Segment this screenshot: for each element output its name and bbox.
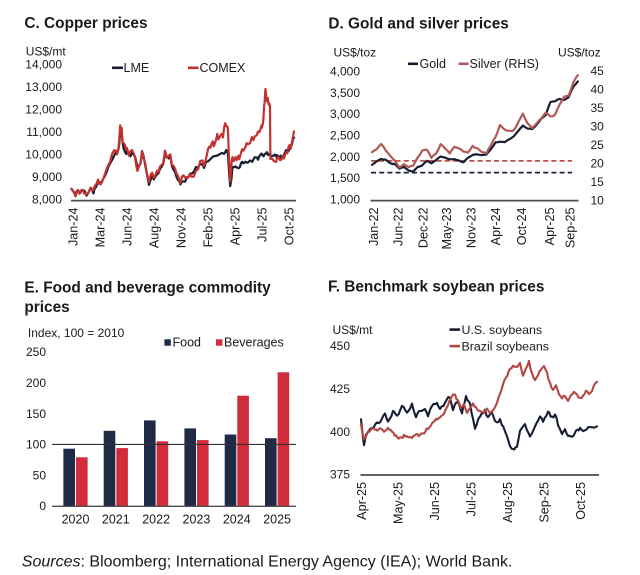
svg-text:100: 100 xyxy=(26,438,46,452)
svg-text:45: 45 xyxy=(591,64,605,78)
svg-text:Oct-25: Oct-25 xyxy=(574,482,588,520)
svg-text:Apr-25: Apr-25 xyxy=(543,208,557,246)
svg-text:11,000: 11,000 xyxy=(26,125,62,139)
svg-text:450: 450 xyxy=(330,339,350,353)
svg-text:Aug-24: Aug-24 xyxy=(148,208,162,249)
svg-text:Jul-25: Jul-25 xyxy=(256,208,270,242)
svg-text:20: 20 xyxy=(591,156,605,170)
svg-text:Oct-25: Oct-25 xyxy=(283,208,297,246)
svg-text:Apr-25: Apr-25 xyxy=(355,482,369,520)
svg-text:Jun-24: Jun-24 xyxy=(121,208,135,247)
svg-text:Nov-23: Nov-23 xyxy=(465,208,479,249)
svg-text:May-25: May-25 xyxy=(392,482,406,524)
svg-text:9,000: 9,000 xyxy=(32,170,62,184)
svg-text:C. Copper prices: C. Copper prices xyxy=(24,15,147,32)
svg-text:Brazil soybeans: Brazil soybeans xyxy=(462,339,549,353)
svg-text:Nov-24: Nov-24 xyxy=(175,208,189,249)
svg-text:12,000: 12,000 xyxy=(25,103,62,117)
svg-text:15: 15 xyxy=(591,175,605,189)
svg-text:Apr-25: Apr-25 xyxy=(229,208,243,246)
svg-text:Jun-25: Jun-25 xyxy=(428,482,442,521)
svg-text:Jul-25: Jul-25 xyxy=(465,482,479,516)
svg-text:150: 150 xyxy=(26,407,46,421)
svg-text:Jan-24: Jan-24 xyxy=(67,208,81,247)
svg-text:1,000: 1,000 xyxy=(330,193,360,207)
svg-text:13,000: 13,000 xyxy=(25,80,62,94)
svg-text:Sep-25: Sep-25 xyxy=(538,482,552,523)
svg-text:250: 250 xyxy=(26,345,46,359)
svg-text:2,000: 2,000 xyxy=(330,150,360,164)
svg-text:Gold: Gold xyxy=(420,57,446,71)
svg-text:375: 375 xyxy=(330,468,350,482)
svg-text:425: 425 xyxy=(330,382,350,396)
svg-text:2020: 2020 xyxy=(62,513,90,527)
svg-text:35: 35 xyxy=(591,101,605,115)
svg-text:F. Benchmark soybean prices: F. Benchmark soybean prices xyxy=(328,279,544,296)
svg-text:Sep-25: Sep-25 xyxy=(564,208,578,249)
svg-text:400: 400 xyxy=(330,425,350,439)
svg-text:Oct-24: Oct-24 xyxy=(515,208,529,246)
svg-text:LME: LME xyxy=(124,61,150,75)
svg-text:2023: 2023 xyxy=(183,513,211,527)
svg-text:2022: 2022 xyxy=(142,513,170,527)
svg-text:2024: 2024 xyxy=(223,513,251,527)
svg-text:30: 30 xyxy=(591,119,605,133)
svg-text:2025: 2025 xyxy=(263,513,291,527)
svg-text:Mar-24: Mar-24 xyxy=(94,208,108,248)
svg-text:Dec-22: Dec-22 xyxy=(417,208,431,249)
svg-text:US$/toz: US$/toz xyxy=(334,46,377,60)
svg-text:Index, 100 = 2010: Index, 100 = 2010 xyxy=(28,326,125,340)
svg-text:200: 200 xyxy=(26,376,46,390)
svg-text:D. Gold and silver prices: D. Gold and silver prices xyxy=(328,15,508,32)
svg-text:25: 25 xyxy=(591,138,605,152)
svg-text:US$/mt: US$/mt xyxy=(26,44,67,58)
svg-text:US$/mt: US$/mt xyxy=(333,323,374,337)
svg-text:Jan-22: Jan-22 xyxy=(367,208,381,247)
svg-text:2021: 2021 xyxy=(102,513,130,527)
svg-text:0: 0 xyxy=(39,499,46,513)
svg-text:Food: Food xyxy=(173,335,202,349)
svg-text:Jun-22: Jun-22 xyxy=(392,208,406,247)
svg-text:E. Food and beverage commodity: E. Food and beverage commodity xyxy=(24,279,271,296)
svg-text:Beverages: Beverages xyxy=(224,335,284,349)
svg-text:Silver (RHS): Silver (RHS) xyxy=(470,57,539,71)
svg-text:10: 10 xyxy=(591,194,605,208)
svg-text:Apr-24: Apr-24 xyxy=(489,208,503,246)
svg-text:May-23: May-23 xyxy=(440,208,454,250)
svg-text:3,500: 3,500 xyxy=(330,86,360,100)
svg-text:4,000: 4,000 xyxy=(330,64,360,78)
svg-text:Feb-25: Feb-25 xyxy=(202,208,216,248)
svg-text:10,000: 10,000 xyxy=(25,148,62,162)
svg-text:3,000: 3,000 xyxy=(330,107,360,121)
svg-text:Aug-25: Aug-25 xyxy=(501,482,515,523)
svg-text:1,500: 1,500 xyxy=(330,171,360,185)
svg-text:14,000: 14,000 xyxy=(25,58,62,72)
svg-text:US$/toz: US$/toz xyxy=(558,46,601,60)
svg-text:40: 40 xyxy=(591,82,605,96)
svg-text:prices: prices xyxy=(24,299,69,316)
svg-text:U.S. soybeans: U.S. soybeans xyxy=(462,323,543,337)
svg-text:Sources: Bloomberg; Internatio: Sources: Bloomberg; International Energy… xyxy=(22,554,513,571)
svg-text:COMEX: COMEX xyxy=(200,61,247,75)
svg-text:2,500: 2,500 xyxy=(330,128,360,142)
svg-text:50: 50 xyxy=(33,468,47,482)
svg-text:8,000: 8,000 xyxy=(32,193,62,207)
